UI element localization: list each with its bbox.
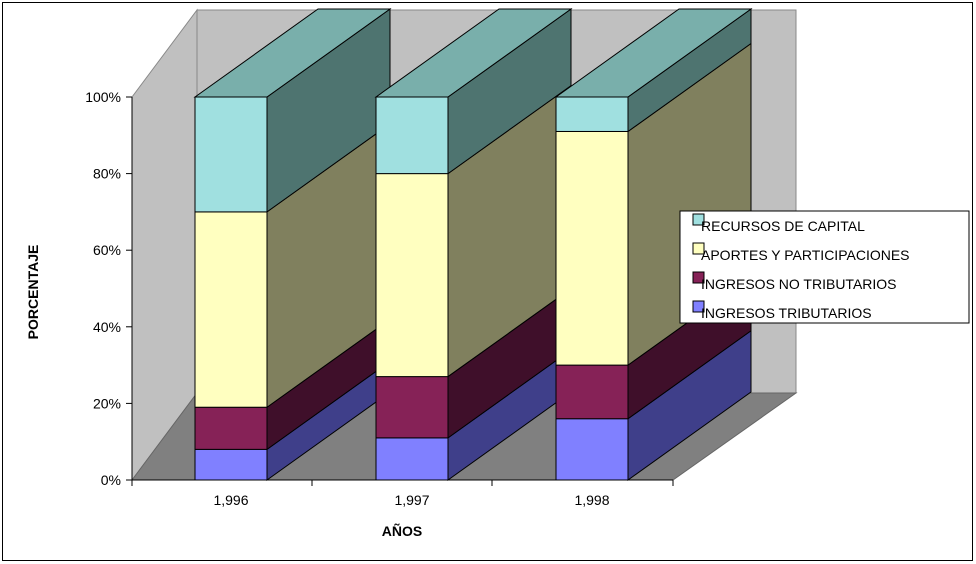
y-tick-label: 20% [93,395,121,411]
legend-swatch [692,300,705,313]
x-tick-label: 1,998 [574,492,609,508]
legend-swatch [692,271,705,284]
bars-group [193,8,753,481]
y-axis: 0% 20% 40% 60% 80% 100% [85,89,133,488]
legend-label: INGRESOS TRIBUTARIOS [701,305,872,321]
bar-1-3-front [375,96,449,175]
bar-1-1-front [375,376,449,439]
legend-box [679,210,970,324]
legend: RECURSOS DE CAPITAL APORTES Y PARTICIPACI… [679,210,970,324]
legend-label: INGRESOS NO TRIBUTARIOS [701,276,897,292]
bar-2-3-front [555,96,629,132]
y-tick-label: 100% [85,89,121,105]
y-tick-label: 60% [93,242,121,258]
bar-2-top [554,8,753,98]
legend-label: RECURSOS DE CAPITAL [701,218,865,234]
bar-0-top [193,8,392,98]
y-tick-label: 40% [93,319,121,335]
x-tick-label: 1,997 [394,492,429,508]
y-tick-label: 80% [93,166,121,182]
x-axis-title: AÑOS [382,522,422,539]
bar-0-1-front [194,406,268,450]
bar-2-1-front [555,364,629,420]
bar-0-3-front [194,96,268,213]
bar-1-2-front [375,173,449,378]
legend-swatch [692,213,705,226]
bar-2-2-front [555,130,629,366]
legend-swatch [692,242,705,255]
y-axis-title: PORCENTAJE [25,245,41,340]
bar-1-top [374,8,573,98]
y-tick-label: 0% [101,472,121,488]
bar-0-2-front [194,211,268,408]
legend-label: APORTES Y PARTICIPACIONES [701,247,910,263]
bar-2-0-front [555,418,629,481]
bar-1-0-front [375,437,449,481]
x-axis: 1,996 1,997 1,998 [131,479,674,508]
bar-0-0-front [194,448,268,481]
x-tick-label: 1,996 [213,492,248,508]
